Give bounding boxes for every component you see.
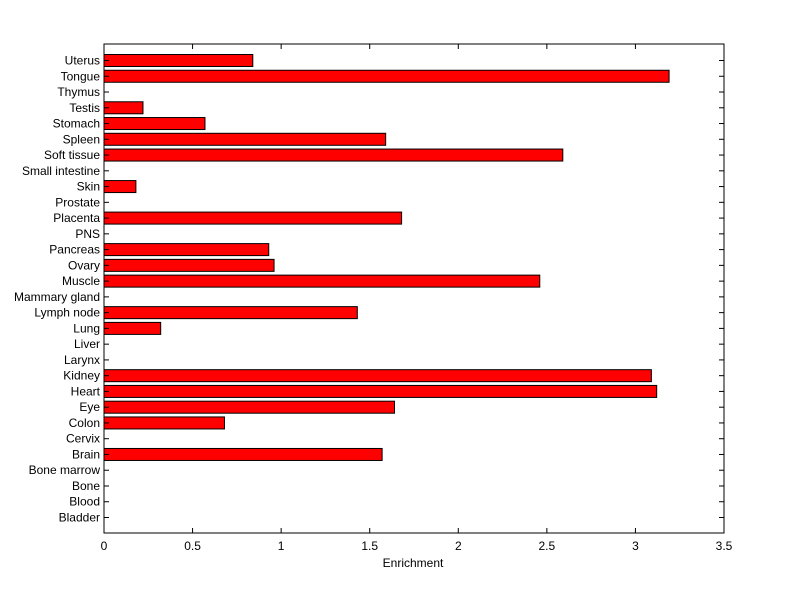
x-axis-title: Enrichment [383,556,444,570]
y-tick-label: Small intestine [22,164,100,178]
bar-muscle [103,274,541,288]
y-tick-label: Uterus [65,54,100,68]
x-tick-label: 3.5 [716,539,733,553]
y-tick-label: Ovary [68,258,100,272]
y-tick-label: Tongue [61,69,101,83]
bar-colon [103,416,225,430]
y-tick-label: Eye [79,400,100,414]
bar-kidney [103,369,652,383]
y-tick-label: Cervix [66,432,100,446]
y-tick-label: Muscle [62,274,100,288]
bar-stomach [103,117,206,131]
x-tick-label: 0.5 [184,539,201,553]
y-tick-label: Pancreas [49,243,100,257]
y-tick-label: Skin [77,180,100,194]
y-tick-label: Liver [74,337,100,351]
y-tick-label: Mammary gland [14,290,100,304]
y-tick-label: Placenta [53,211,100,225]
bar-uterus [103,54,254,67]
x-tick-label: 3 [632,539,639,553]
x-tick-label: 2.5 [539,539,556,553]
y-tick-label: Colon [69,416,100,430]
bar-heart [103,384,658,398]
y-tick-label: Testis [69,101,100,115]
bar-lung [103,321,162,335]
y-tick-label: Brain [72,447,100,461]
y-tick-label: Thymus [57,85,100,99]
y-tick-label: Soft tissue [44,148,100,162]
bar-soft-tissue [103,148,564,162]
bar-pancreas [103,243,270,257]
x-tick-label: 1 [278,539,285,553]
y-tick-label: Kidney [63,369,100,383]
bar-eye [103,400,396,414]
y-tick-label: Prostate [55,195,100,209]
x-tick-label: 0 [101,539,108,553]
y-tick-label: Blood [69,495,100,509]
bar-brain [103,447,383,461]
plot-frame [103,43,725,534]
x-tick-label: 1.5 [361,539,378,553]
y-tick-label: Larynx [64,353,100,367]
y-tick-label: PNS [75,227,100,241]
y-tick-label: Bone [72,479,100,493]
y-tick-label: Bone marrow [29,463,101,477]
y-tick-label: Bladder [59,511,100,525]
bar-lymph-node [103,306,358,320]
bar-placenta [103,211,403,225]
bar-testis [103,101,144,115]
bar-ovary [103,258,275,272]
bar-spleen [103,132,387,146]
y-tick-label: Spleen [63,132,100,146]
x-tick-label: 2 [455,539,462,553]
y-tick-label: Lymph node [34,306,100,320]
bar-tongue [103,69,670,83]
y-tick-label: Heart [71,384,101,398]
y-tick-label: Stomach [53,117,100,131]
y-tick-label: Lung [73,321,100,335]
